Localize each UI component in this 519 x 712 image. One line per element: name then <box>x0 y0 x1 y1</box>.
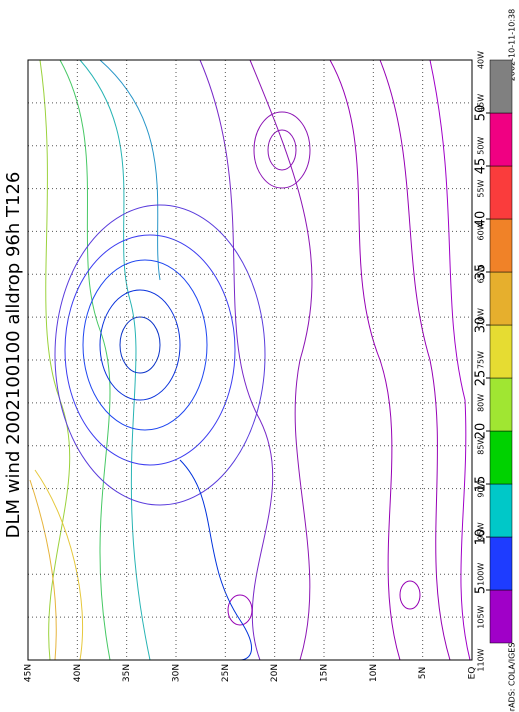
colorbar-segment <box>489 377 513 432</box>
credit: GrADS: COLA/IGES <box>508 643 517 712</box>
colorbar-segment <box>489 112 513 167</box>
lat-label: 10N <box>369 664 379 682</box>
colorbar-segment <box>489 165 513 220</box>
lat-label: 20N <box>270 664 280 682</box>
colorbar-label: 10 <box>474 529 489 546</box>
lon-label: 50W <box>477 137 486 155</box>
colorbar-label: 40 <box>474 211 489 228</box>
colorbar-segment <box>489 218 513 273</box>
colorbar-segment <box>489 59 513 114</box>
colorbar-label: 20 <box>474 423 489 440</box>
lat-label: 25N <box>221 664 231 682</box>
colorbar-segment <box>489 483 513 538</box>
lat-label: 30N <box>172 664 182 682</box>
lon-label: 105W <box>477 605 486 628</box>
lon-label: 90W <box>477 479 486 497</box>
lon-label: 100W <box>477 563 486 586</box>
lon-label: 80W <box>477 394 486 412</box>
colorbar-segment <box>489 536 513 591</box>
colorbar-label: 25 <box>474 370 489 387</box>
colorbar-segment <box>489 589 513 644</box>
lon-label: 55W <box>477 179 486 197</box>
lon-label: 70W <box>477 308 486 326</box>
colorbar-label: 50 <box>474 105 489 122</box>
lat-label: 15N <box>320 664 330 682</box>
colorbar-segment <box>489 430 513 485</box>
colorbar-label: 5 <box>474 586 489 594</box>
graticule <box>28 60 472 660</box>
lon-label: 45W <box>477 94 486 112</box>
colorbar-label: 35 <box>474 264 489 281</box>
lat-label: 45N <box>24 664 34 682</box>
streamlines <box>29 59 471 661</box>
colorbar-label: 30 <box>474 317 489 334</box>
lon-label: 40W <box>477 51 486 69</box>
lat-label: 40N <box>73 664 83 682</box>
colorbar-label: 45 <box>474 158 489 175</box>
lon-label: 75W <box>477 351 486 369</box>
lon-label: 85W <box>477 437 486 455</box>
colorbar-label: 15 <box>474 476 489 493</box>
colorbar-segment <box>489 324 513 379</box>
lon-label: 95W <box>477 522 486 540</box>
lat-label: EQ <box>468 667 478 680</box>
map-title: DLM wind 2002100100 alldrop 96h T126 <box>3 172 24 539</box>
colorbar: 5 10 15 20 25 30 35 40 45 50 <box>474 59 513 644</box>
lon-label: 110W <box>477 648 486 671</box>
colorbar-segment <box>489 271 513 326</box>
timestamp: 2002-10-11-10:38 <box>508 9 517 81</box>
lat-label: 35N <box>122 664 132 682</box>
lat-label: 5N <box>418 667 428 679</box>
lon-label: 65W <box>477 265 486 283</box>
map-frame <box>27 59 473 661</box>
lon-label: 60W <box>477 222 486 240</box>
